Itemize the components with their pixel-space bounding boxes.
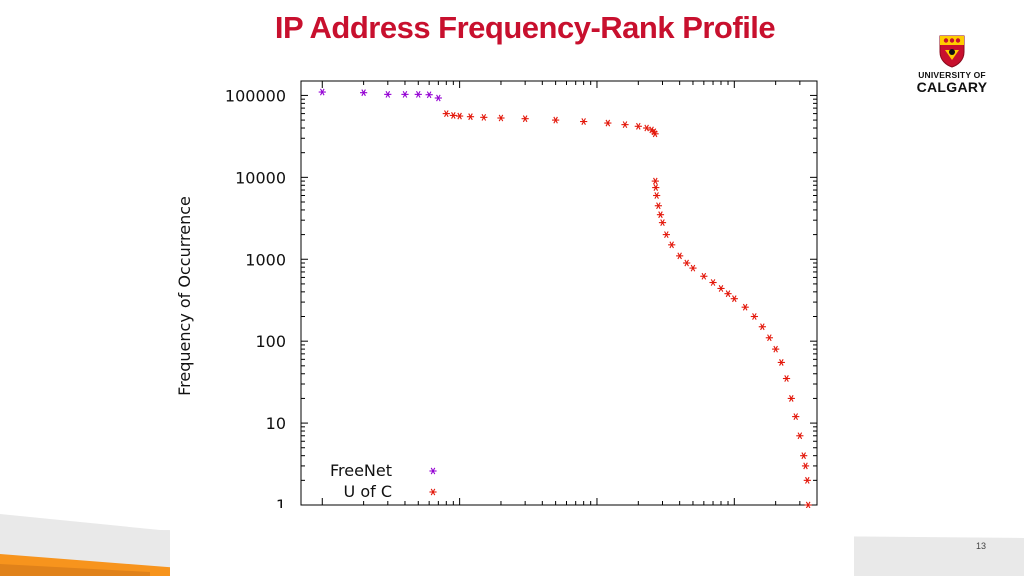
u-of-c-point — [717, 285, 725, 292]
u-of-c-point — [651, 177, 659, 185]
u-of-c-point — [792, 413, 800, 421]
freenet-point — [318, 88, 326, 96]
university-crest-icon — [939, 35, 965, 68]
u-of-c-point — [787, 395, 795, 402]
u-of-c-point — [634, 122, 642, 130]
y-tick-label: 1000 — [245, 250, 286, 269]
legend-marker — [429, 488, 437, 496]
u-of-c-point — [689, 264, 697, 272]
legend-label: U of C — [344, 482, 392, 501]
u-of-c-point — [676, 252, 684, 260]
y-axis-label: Frequency of Occurrence — [175, 196, 194, 396]
logo-text-university-of: UNIVERSITY OF — [918, 70, 986, 80]
freenet-point — [384, 90, 392, 98]
u-of-c-point — [796, 432, 804, 440]
u-of-c-point — [782, 375, 791, 382]
y-tick-label: 1 — [276, 496, 286, 515]
y-tick-label: 10 — [266, 414, 286, 433]
u-of-c-point — [772, 345, 780, 353]
footer-decoration — [0, 508, 1024, 576]
plot-frame — [300, 80, 818, 506]
chart-container: 1101001000110100100010000100000Relative … — [160, 66, 850, 576]
u-of-c-point — [643, 124, 651, 132]
u-of-c-point — [804, 501, 812, 509]
y-tick-label: 100000 — [225, 86, 286, 105]
u-of-c-point — [750, 313, 758, 320]
page-number: 13 — [976, 541, 987, 551]
y-tick-label: 100 — [255, 332, 286, 351]
u-of-c-point — [654, 202, 662, 210]
u-of-c-point — [801, 462, 810, 470]
u-of-c-point — [777, 359, 785, 366]
u-of-c-point — [700, 272, 708, 280]
freenet-point — [401, 90, 409, 98]
freenet-point — [434, 94, 442, 102]
u-of-c-point — [653, 192, 661, 199]
u-of-c-point — [656, 211, 665, 219]
u-of-c-point — [521, 115, 529, 123]
freenet-point — [414, 90, 422, 98]
university-logo: UNIVERSITY OF CALGARY — [908, 34, 996, 96]
u-of-c-point — [456, 112, 464, 120]
u-of-c-point — [668, 241, 676, 249]
u-of-c-point — [662, 231, 670, 239]
u-of-c-point — [709, 279, 717, 286]
u-of-c-point — [652, 184, 660, 191]
u-of-c-point — [724, 290, 732, 298]
u-of-c-point — [580, 118, 588, 125]
y-tick-label: 10000 — [235, 168, 286, 187]
u-of-c-point — [658, 219, 667, 227]
freenet-point — [360, 89, 368, 97]
u-of-c-point — [604, 119, 612, 127]
u-of-c-point — [552, 116, 560, 124]
u-of-c-point — [803, 476, 811, 484]
u-of-c-point — [449, 112, 457, 119]
legend-label: FreeNet — [330, 461, 392, 480]
u-of-c-point — [466, 113, 475, 121]
u-of-c-point — [651, 130, 659, 138]
u-of-c-point — [758, 323, 766, 331]
frequency-rank-chart: 1101001000110100100010000100000Relative … — [175, 80, 818, 564]
u-of-c-point — [765, 334, 773, 342]
u-of-c-point — [800, 452, 808, 460]
slide-title: IP Address Frequency-Rank Profile — [274, 10, 776, 45]
u-of-c-point — [683, 259, 691, 267]
u-of-c-point — [497, 114, 505, 122]
u-of-c-point — [442, 110, 450, 118]
freenet-point — [425, 91, 433, 99]
legend-marker — [429, 467, 437, 475]
u-of-c-point — [730, 295, 738, 303]
logo-text-calgary: CALGARY — [916, 79, 988, 95]
u-of-c-point — [480, 113, 488, 121]
u-of-c-point — [621, 121, 629, 129]
u-of-c-point — [741, 303, 749, 311]
